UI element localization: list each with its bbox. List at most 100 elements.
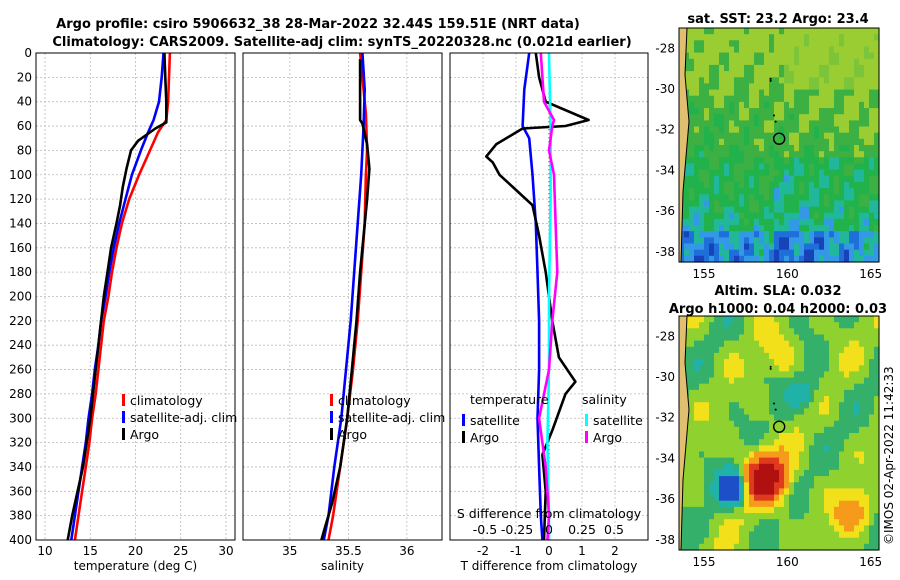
sla-map-cell (699, 328, 705, 336)
sst-map-cell (734, 126, 740, 134)
sst-map-cell (859, 249, 865, 257)
sla-map-cell (779, 371, 785, 379)
sst-map-cell (779, 126, 785, 134)
sla-map-cell (689, 463, 695, 471)
sst-map-cell (819, 225, 825, 232)
sst-map-cell (734, 52, 740, 60)
sla-map-cell (769, 328, 775, 336)
sla-map-cell (874, 328, 880, 336)
sst-map-cell (814, 114, 820, 121)
sst-map-cell (854, 206, 860, 214)
sst-map-cell (769, 175, 775, 183)
sst-map-cell (809, 40, 815, 48)
sst-map-cell (734, 151, 740, 158)
sst-map-cell (829, 34, 835, 41)
sla-map-cell (719, 451, 725, 459)
sst-map-cell (719, 225, 725, 232)
sst-map-cell (749, 34, 755, 41)
sst-map-cell (789, 52, 795, 60)
sla-map-cell (759, 396, 765, 403)
sla-map-cell (869, 445, 875, 453)
sst-map-cell (744, 188, 750, 195)
sst-map-cell (749, 83, 755, 91)
sst-map-cell (719, 34, 725, 41)
sla-map-cell (774, 531, 780, 539)
sla-map-cell (754, 396, 760, 403)
sst-map-cell (764, 218, 770, 226)
sst-map-cell (829, 46, 835, 54)
sla-map-cell (859, 322, 865, 329)
sla-map-cell (774, 463, 780, 471)
sst-map-cell (764, 120, 770, 128)
sla-map-cell (874, 426, 880, 434)
sst-map-cell (714, 58, 720, 66)
sla-map-cell (724, 352, 730, 360)
sst-map-cell (749, 194, 755, 202)
sla-map-cell (809, 408, 815, 416)
sla-map-cell (834, 414, 840, 422)
sst-map-cell (769, 163, 775, 171)
sst-map-cell (699, 237, 705, 245)
sla-map-cell (874, 451, 880, 459)
sst-map-cell (799, 138, 805, 146)
sst-map-cell (869, 225, 875, 232)
sst-map-cell (799, 151, 805, 158)
sst-map-cell (764, 169, 770, 177)
sst-map-cell (704, 237, 710, 245)
sst-map-cell (834, 126, 840, 134)
sla-map-cell (804, 408, 810, 416)
sla-map-cell (864, 322, 870, 329)
sla-map-cell (859, 469, 865, 477)
sst-map-cell (699, 34, 705, 41)
sst-map-cell (814, 163, 820, 171)
sst-map-cell (794, 71, 800, 78)
sla-map-cell (829, 506, 835, 514)
sst-map-cell (864, 145, 870, 152)
sla-map-cell (829, 531, 835, 539)
sla-map-cell (759, 433, 765, 440)
sst-map-cell (699, 89, 705, 97)
sst-map-cell (724, 108, 730, 115)
sst-map-cell (809, 34, 815, 41)
sst-map-cell (734, 218, 740, 226)
sst-map-cell (814, 175, 820, 183)
sla-map-cell (714, 439, 720, 446)
sst-map-cell (689, 101, 695, 109)
sst-map-cell (804, 132, 810, 140)
sla-map-cell (734, 340, 740, 348)
sla-map-cell (859, 408, 865, 416)
sla-map-cell (824, 506, 830, 514)
sla-map-cell (689, 433, 695, 440)
sst-map-cell (824, 101, 830, 109)
sst-map-cell (769, 169, 775, 177)
sst-map-cell (804, 255, 810, 263)
sla-map-cell (749, 346, 755, 354)
sst-map-cell (809, 64, 815, 72)
sla-map-cell (709, 365, 715, 373)
sst-map-cell (714, 175, 720, 183)
sst-map-cell (839, 126, 845, 134)
sla-map-cell (699, 414, 705, 422)
sla-map-cell (849, 371, 855, 379)
sst-map-cell (734, 169, 740, 177)
sst-map-cell (819, 95, 825, 103)
sst-map-cell (694, 101, 700, 109)
sla-map-cell (709, 334, 715, 342)
sst-map-cell (779, 138, 785, 146)
sst-map-cell (799, 255, 805, 263)
sst-map-cell (709, 64, 715, 72)
sla-map-cell (759, 543, 765, 551)
sla-map-cell (869, 316, 875, 323)
sst-map-cell (689, 200, 695, 208)
sla-map-cell (744, 537, 750, 545)
sst-map-cell (734, 83, 740, 91)
sst-map-cell (769, 83, 775, 91)
sla-map-cell (799, 433, 805, 440)
sst-map-cell (794, 206, 800, 214)
sst-map-cell (859, 89, 865, 97)
sst-map-cell (684, 52, 690, 60)
sla-map-cell (704, 408, 710, 416)
sla-map-cell (684, 463, 690, 471)
sst-map-cell (829, 237, 835, 245)
sla-map-cell (789, 537, 795, 545)
